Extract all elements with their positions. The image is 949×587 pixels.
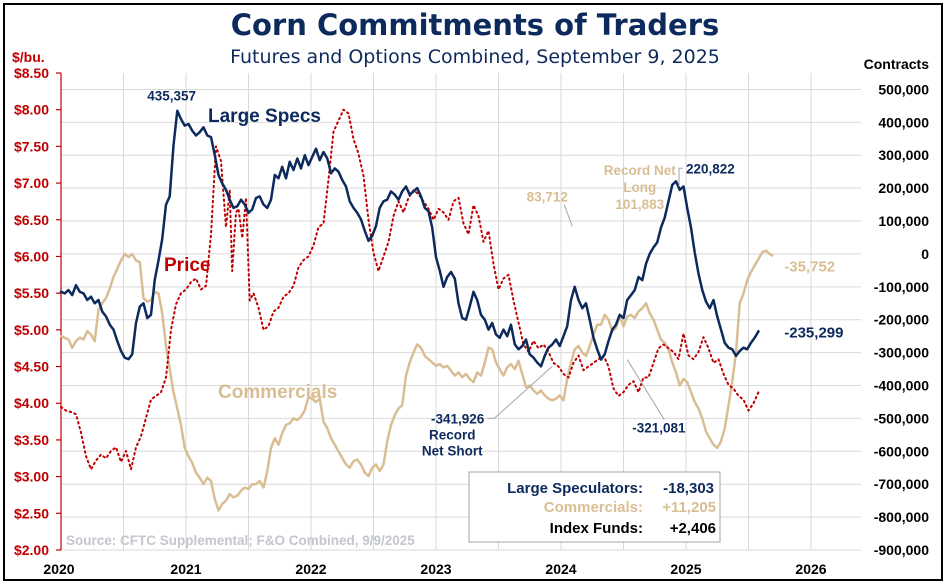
legend-label-large-specs: Large Speculators: bbox=[507, 480, 643, 497]
right-tick-label: -500,000 bbox=[874, 410, 929, 426]
left-tick-label: $5.00 bbox=[14, 322, 49, 338]
annotation-record-net-long-label: Long bbox=[623, 180, 656, 195]
x-tick-label: 2021 bbox=[170, 561, 201, 577]
right-axis-ticks: 500,000 400,000 300,000 200,000 100,000 0 -100… bbox=[874, 81, 929, 558]
annotation-record-net-short-value: -341,926 bbox=[431, 411, 485, 426]
annotation-large-specs-latest: -235,299 bbox=[784, 324, 843, 341]
chart-subtitle: Futures and Options Combined, September … bbox=[230, 46, 720, 68]
chart-frame bbox=[3, 3, 943, 581]
right-tick-label: -700,000 bbox=[874, 476, 929, 492]
left-tick-label: $6.50 bbox=[14, 212, 49, 228]
x-tick-label: 2022 bbox=[295, 561, 326, 577]
right-tick-label: -600,000 bbox=[874, 443, 929, 459]
annotation-large-specs-high: 220,822 bbox=[686, 161, 735, 176]
right-tick-label: -900,000 bbox=[874, 542, 929, 558]
left-tick-label: $4.00 bbox=[14, 395, 49, 411]
annotation-large-specs-low: -321,081 bbox=[632, 421, 686, 436]
right-tick-label: 0 bbox=[921, 246, 929, 262]
series-commercials bbox=[59, 249, 774, 512]
series-price bbox=[60, 108, 760, 471]
x-tick-label: 2020 bbox=[43, 561, 74, 577]
label-price: Price bbox=[164, 255, 210, 276]
x-axis-ticks: 2020 2021 2022 2023 2024 2025 2026 bbox=[43, 561, 826, 577]
left-tick-label: $7.00 bbox=[14, 175, 49, 191]
left-tick-label: $7.50 bbox=[14, 138, 49, 154]
right-tick-label: -400,000 bbox=[874, 378, 929, 394]
x-tick-label: 2026 bbox=[795, 561, 826, 577]
right-tick-label: -200,000 bbox=[874, 312, 929, 328]
annotation-leader bbox=[678, 167, 683, 187]
x-tick-label: 2024 bbox=[545, 561, 576, 577]
chart-title: Corn Commitments of Traders bbox=[231, 8, 720, 42]
x-tick-label: 2023 bbox=[420, 561, 451, 577]
annotation-large-specs-peak: 435,357 bbox=[147, 89, 196, 104]
left-tick-label: $3.00 bbox=[14, 469, 49, 485]
annotation-record-net-long-value: 101,883 bbox=[615, 197, 664, 212]
left-axis-ticks: $8.50 $8.00 $7.50 $7.00 $6.50 $6.00 $5.50 $5.00… bbox=[14, 65, 61, 558]
series-large-specs bbox=[59, 109, 760, 368]
left-tick-label: $2.50 bbox=[14, 505, 49, 521]
right-tick-label: 500,000 bbox=[878, 81, 929, 97]
annotation-commercials-83712: 83,712 bbox=[527, 189, 568, 204]
left-tick-label: $2.00 bbox=[14, 542, 49, 558]
right-tick-label: -100,000 bbox=[874, 279, 929, 295]
legend-box: Large Speculators: -18,303 Commercials: … bbox=[468, 471, 721, 543]
annotation-record-net-short-label: Net Short bbox=[422, 443, 483, 458]
label-large-specs: Large Specs bbox=[208, 106, 321, 127]
source-note: Source: CFTC Supplemental; F&O Combined,… bbox=[66, 533, 415, 548]
legend-label-index-funds: Index Funds: bbox=[550, 520, 643, 537]
left-tick-label: $8.50 bbox=[14, 65, 49, 81]
left-tick-label: $8.00 bbox=[14, 102, 49, 118]
right-tick-label: 300,000 bbox=[878, 147, 929, 163]
gridlines bbox=[61, 73, 861, 551]
legend-value-commercials: +11,205 bbox=[662, 499, 716, 516]
legend-label-commercials: Commercials: bbox=[544, 499, 643, 516]
right-tick-label: 400,000 bbox=[878, 114, 929, 130]
annotation-commercials-latest: -35,752 bbox=[784, 259, 835, 276]
left-tick-label: $4.50 bbox=[14, 359, 49, 375]
annotation-leader bbox=[563, 204, 573, 227]
left-tick-label: $3.50 bbox=[14, 432, 49, 448]
label-commercials: Commercials bbox=[218, 382, 337, 403]
right-tick-label: 200,000 bbox=[878, 180, 929, 196]
right-axis-label: Contracts bbox=[864, 56, 930, 72]
left-tick-label: $6.00 bbox=[14, 248, 49, 264]
series-group bbox=[59, 108, 774, 512]
left-tick-label: $5.50 bbox=[14, 285, 49, 301]
right-tick-label: 100,000 bbox=[878, 213, 929, 229]
legend-value-index-funds: +2,406 bbox=[670, 520, 716, 537]
annotation-record-net-short-label: Record bbox=[429, 427, 476, 442]
left-axis-label: $/bu. bbox=[12, 49, 45, 65]
right-tick-label: -300,000 bbox=[874, 345, 929, 361]
annotation-leader bbox=[487, 366, 553, 419]
x-tick-label: 2025 bbox=[670, 561, 701, 577]
legend-value-large-specs: -18,303 bbox=[663, 480, 714, 497]
annotation-record-net-long-label: Record Net bbox=[604, 163, 677, 178]
right-tick-label: -800,000 bbox=[874, 509, 929, 525]
annotation-leader bbox=[626, 359, 665, 420]
